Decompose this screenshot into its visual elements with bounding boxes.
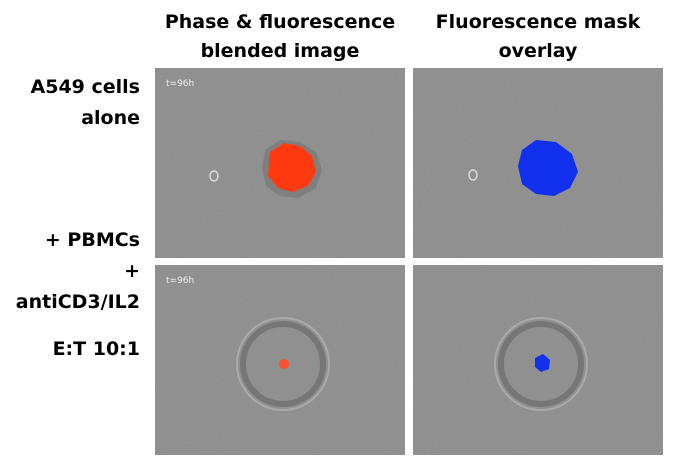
header-line: overlay: [498, 40, 578, 62]
header-line: blended image: [200, 40, 360, 62]
row-label: A549 cells alone: [31, 72, 140, 134]
header-line: Fluorescence mask: [435, 11, 641, 33]
micrograph: t=96h: [155, 68, 405, 258]
row-label-line: antiCD3/IL2: [15, 291, 140, 313]
row-label-line: E:T 10:1: [52, 338, 140, 360]
row-label-line: A549 cells: [30, 76, 140, 98]
row-label-line: alone: [81, 107, 140, 129]
row-label-line: + PBMCs: [44, 229, 140, 251]
micrograph: t=96h: [155, 265, 405, 455]
row-label-line: +: [124, 260, 140, 282]
micrograph: [413, 68, 663, 258]
timestamp: t=96h: [166, 79, 194, 89]
column-header: Fluorescence mask overlay: [408, 8, 668, 66]
timestamp: t=96h: [166, 276, 194, 286]
micrograph: [413, 265, 663, 455]
column-header: Phase & fluorescence blended image: [150, 8, 410, 66]
header-line: Phase & fluorescence: [164, 11, 396, 33]
row-label: + PBMCs + antiCD3/IL2 E:T 10:1: [16, 225, 140, 365]
